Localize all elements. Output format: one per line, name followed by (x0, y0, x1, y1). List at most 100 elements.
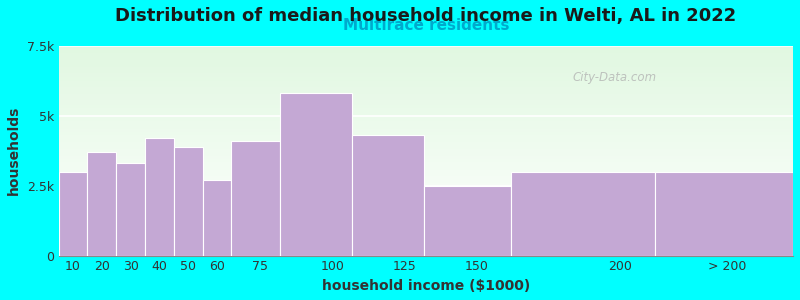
Bar (58, 54, 793, 56)
Bar (280, 94, 352, 256)
Bar (58, 174, 793, 175)
Bar (58, 225, 793, 226)
Bar (58, 101, 793, 103)
Bar (58, 74, 793, 75)
Bar (58, 147, 793, 148)
Bar (58, 96, 793, 97)
Bar (58, 246, 793, 247)
Bar (58, 245, 793, 246)
Bar (58, 75, 793, 76)
Bar (58, 146, 793, 147)
Bar (58, 222, 793, 223)
Bar (58, 99, 793, 101)
Bar (58, 199, 793, 200)
Bar (352, 135, 424, 256)
Bar (58, 150, 793, 151)
Bar (58, 253, 793, 254)
Bar (58, 226, 793, 227)
Bar (58, 155, 793, 156)
Bar (58, 243, 793, 244)
Bar (58, 254, 793, 255)
Bar (58, 227, 793, 228)
Bar (58, 215, 793, 216)
Bar (58, 114, 793, 115)
Bar (58, 95, 793, 96)
Bar (58, 145, 793, 146)
Bar (58, 109, 793, 110)
Bar (58, 80, 793, 82)
Bar (58, 62, 793, 63)
Bar (58, 97, 793, 98)
Bar (58, 142, 793, 143)
Bar (58, 190, 793, 192)
Bar (58, 192, 793, 193)
Bar (58, 212, 793, 213)
Bar (58, 205, 793, 206)
Bar (58, 209, 793, 211)
Bar (58, 224, 793, 225)
Bar (58, 65, 793, 66)
Bar (58, 250, 793, 251)
Bar (58, 152, 793, 153)
Bar (58, 196, 793, 197)
Bar (58, 240, 793, 241)
Bar (58, 251, 793, 253)
Bar (58, 82, 793, 84)
Bar (58, 137, 793, 138)
Bar (58, 223, 793, 224)
Bar (58, 134, 793, 135)
Bar (58, 228, 793, 230)
Bar (58, 182, 793, 183)
Bar (58, 82, 793, 83)
Bar (58, 169, 793, 170)
Bar (58, 110, 793, 111)
Bar (58, 77, 793, 78)
Bar (58, 161, 793, 162)
Bar (58, 211, 793, 212)
Bar (58, 66, 793, 67)
Bar (58, 108, 793, 109)
Bar (58, 61, 793, 62)
Bar (58, 188, 793, 190)
Text: Multirace residents: Multirace residents (342, 18, 509, 33)
Bar (58, 119, 793, 120)
Bar (58, 193, 793, 194)
Bar (58, 141, 793, 142)
Bar (58, 247, 793, 248)
Bar (58, 138, 793, 139)
Y-axis label: households: households (7, 106, 21, 196)
Bar (58, 51, 793, 52)
Bar (58, 76, 793, 77)
Bar (58, 151, 793, 152)
Bar (58, 71, 793, 72)
Bar (58, 135, 793, 136)
Bar (58, 131, 793, 132)
Bar (58, 186, 793, 188)
Bar (58, 195, 793, 196)
Bar (58, 89, 793, 90)
Bar (58, 170, 793, 171)
Bar (58, 249, 793, 250)
Bar (58, 127, 793, 128)
Bar (58, 63, 793, 64)
Bar (58, 153, 793, 154)
Bar (58, 181, 793, 182)
Bar (58, 236, 793, 237)
Bar (58, 160, 793, 161)
Bar (58, 113, 793, 114)
X-axis label: household income ($1000): household income ($1000) (322, 279, 530, 293)
Bar (174, 147, 202, 256)
Bar (58, 219, 793, 220)
Bar (58, 50, 793, 51)
Bar (202, 180, 231, 256)
Bar (58, 183, 793, 184)
Bar (58, 133, 793, 134)
Bar (58, 221, 793, 222)
Bar (58, 122, 793, 124)
Bar (58, 203, 793, 204)
Bar (58, 64, 793, 65)
Bar (58, 92, 793, 93)
Bar (58, 159, 793, 160)
Bar (58, 173, 793, 174)
Bar (58, 143, 793, 145)
